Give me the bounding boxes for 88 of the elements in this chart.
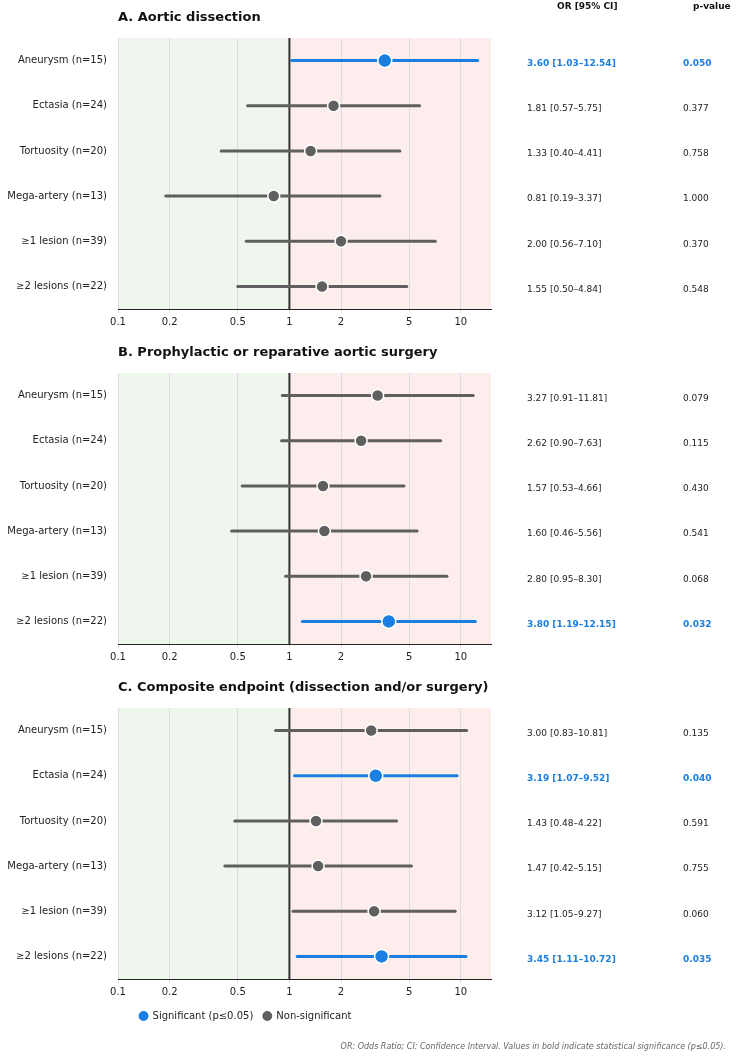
text: 2.62 [0.90–7.63] <box>527 438 602 449</box>
text: 0.81 [0.19–3.37] <box>527 193 602 204</box>
y-tick-label: Aneurysm (n=15) <box>17 389 108 401</box>
x-tick-label: 0.2 <box>161 650 178 662</box>
text: 0.035 <box>683 953 712 964</box>
text: 1.57 [0.53–4.66] <box>527 483 602 494</box>
text: 0.040 <box>683 773 712 784</box>
y-tick-label: Tortuosity (n=20) <box>18 479 108 491</box>
y-tick-label: ≥1 lesion (n=39) <box>21 569 108 581</box>
y-tick-label: Ectasia (n=24) <box>32 99 108 111</box>
x-tick-label: 5 <box>406 650 413 662</box>
text: 2.80 [0.95–8.30] <box>527 573 602 584</box>
legend-label: Significant (p≤0.05) <box>152 1009 254 1021</box>
x-tick-label: 2 <box>337 315 345 327</box>
x-tick-label: 0.1 <box>110 650 126 662</box>
text: 0.079 <box>683 392 710 403</box>
text: 0.377 <box>683 103 709 114</box>
y-tick-label: ≥1 lesion (n=39) <box>21 234 108 246</box>
x-tick-label: 1 <box>286 315 293 327</box>
text: 3.80 [1.19–12.15] <box>527 618 616 629</box>
text: 0.430 <box>683 483 710 494</box>
y-tick-label: Aneurysm (n=15) <box>17 54 108 66</box>
x-tick-label: 1 <box>286 985 293 997</box>
text: 0.032 <box>683 618 712 629</box>
text: 0.370 <box>683 238 710 249</box>
text: 1.33 [0.40–4.41] <box>527 148 602 159</box>
y-tick-label: Ectasia (n=24) <box>32 769 108 781</box>
text: 0.115 <box>683 438 709 449</box>
text: 1.43 [0.48–4.22] <box>527 818 602 829</box>
point <box>368 768 384 784</box>
text: 3.19 [1.07–9.52] <box>527 773 610 784</box>
y-tick-label: Mega-artery (n=13) <box>7 189 108 201</box>
chart-title: B. Prophylactic or reparative aortic surgery <box>118 344 438 360</box>
text: 3.60 [1.03–12.54] <box>527 57 616 68</box>
x-tick-label: 0.5 <box>229 985 246 997</box>
y-tick-label: Tortuosity (n=20) <box>18 814 108 826</box>
x-tick-label: 2 <box>337 650 345 662</box>
text: 3.45 [1.11–10.72] <box>527 953 616 964</box>
y-tick-label: ≥2 lesions (n=22) <box>16 950 108 962</box>
x-tick-label: 0.2 <box>161 315 178 327</box>
text: 1.55 [0.50–4.84] <box>527 283 602 294</box>
text: 1.60 [0.46–5.56] <box>527 528 602 539</box>
point <box>364 723 378 738</box>
legend-label: Non-significant <box>276 1009 352 1021</box>
text: 1.81 [0.57–5.75] <box>527 103 602 114</box>
x-tick-label: 2 <box>337 985 345 997</box>
x-tick-label: 0.1 <box>110 985 126 997</box>
text: 1.47 [0.42–5.15] <box>527 863 602 874</box>
text: 3.00 [0.83–10.81] <box>527 727 608 738</box>
y-tick-label: Aneurysm (n=15) <box>17 724 108 736</box>
x-tick-label: 10 <box>454 315 468 327</box>
x-tick-label: 0.1 <box>110 315 126 327</box>
x-tick-label: 0.2 <box>161 985 178 997</box>
point <box>311 859 325 873</box>
text: 2.00 [0.56–7.10] <box>527 238 602 249</box>
chart-title: A. Aortic dissection <box>118 9 261 25</box>
x-tick-label: 10 <box>454 650 468 662</box>
y-tick-label: ≥2 lesions (n=22) <box>16 615 108 627</box>
text: 0.068 <box>683 573 710 584</box>
x-tick-label: 5 <box>406 985 413 997</box>
text: 0.060 <box>683 908 710 919</box>
x-tick-label: 0.5 <box>229 315 246 327</box>
text: 0.050 <box>683 57 712 68</box>
x-tick-label: 0.5 <box>229 650 246 662</box>
x-tick-label: 1 <box>286 650 293 662</box>
y-tick-label: ≥1 lesion (n=39) <box>21 904 108 916</box>
x-tick-label: 5 <box>406 315 413 327</box>
x-tick-label: 10 <box>454 985 468 997</box>
text: p-value <box>693 1 731 12</box>
chart-title: C. Composite endpoint (dissection and/or surgery) <box>118 679 489 695</box>
text: 3.12 [1.05–9.27] <box>527 908 602 919</box>
text: 0.541 <box>683 528 709 539</box>
text: OR: Odds Ratio; CI: Confidence Interval. Values in bold indicate statistical significance (p≤0.05). <box>339 1041 727 1053</box>
text: 0.135 <box>683 727 709 738</box>
text: 0.758 <box>683 148 710 159</box>
y-tick-label: Mega-artery (n=13) <box>7 524 108 536</box>
y-tick-label: ≥2 lesions (n=22) <box>16 280 108 292</box>
y-tick-label: Tortuosity (n=20) <box>18 144 108 156</box>
point <box>309 814 323 828</box>
text: OR [95% CI] <box>557 1 618 12</box>
point <box>367 904 381 918</box>
text: 0.591 <box>683 818 709 829</box>
text: 3.27 [0.91–11.81] <box>527 392 608 403</box>
text: 0.755 <box>683 863 709 874</box>
y-tick-label: Ectasia (n=24) <box>32 434 108 446</box>
text: 0.548 <box>683 283 710 294</box>
text: 1.000 <box>683 193 710 204</box>
y-tick-label: Mega-artery (n=13) <box>7 859 108 871</box>
